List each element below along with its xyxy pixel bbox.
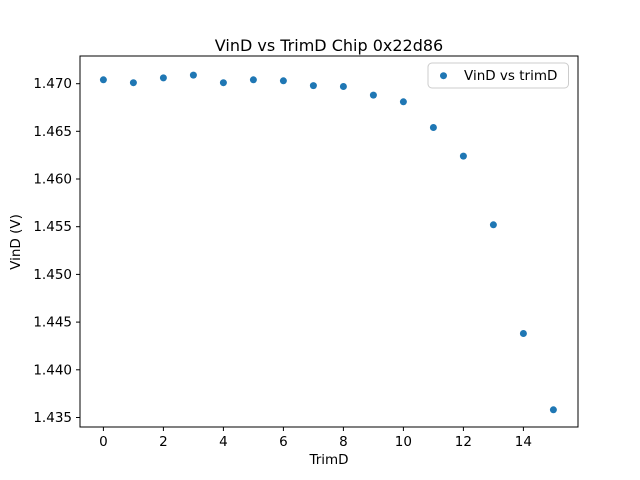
data-point <box>489 221 497 229</box>
data-point <box>189 71 197 79</box>
data-point <box>309 82 317 90</box>
y-tick-label: 1.460 <box>33 172 72 188</box>
y-tick-label: 1.470 <box>33 76 72 92</box>
x-tick-label: 12 <box>455 434 472 450</box>
y-tick-label: 1.435 <box>33 410 72 426</box>
plot-border <box>79 55 579 428</box>
x-tick-label: 6 <box>279 434 288 450</box>
legend-box <box>427 62 569 89</box>
data-point <box>519 330 527 337</box>
x-tick-label: 10 <box>395 434 412 450</box>
data-point <box>369 91 377 99</box>
x-tick-label: 2 <box>159 434 168 450</box>
data-point <box>399 98 407 106</box>
data-point <box>429 124 437 131</box>
legend-label: VinD vs trimD <box>464 68 557 84</box>
chart-title: VinD vs TrimD Chip 0x22d86 <box>215 36 443 55</box>
x-tick-label: 8 <box>339 434 348 450</box>
y-tick-label: 1.455 <box>33 219 72 235</box>
y-tick-label: 1.465 <box>33 124 72 140</box>
data-point <box>279 77 287 85</box>
data-point <box>159 74 167 82</box>
y-axis-label: VinD (V) <box>8 214 24 270</box>
x-tick-label: 0 <box>99 434 108 450</box>
data-point <box>129 79 137 87</box>
y-tick-label: 1.450 <box>33 267 72 283</box>
y-tick-label: 1.440 <box>33 362 72 378</box>
data-point <box>249 76 257 84</box>
data-point <box>549 406 557 414</box>
data-point <box>459 152 467 160</box>
x-axis-label: TrimD <box>308 452 348 468</box>
y-tick-label: 1.445 <box>33 315 72 331</box>
data-point <box>339 83 347 90</box>
x-tick-label: 14 <box>515 434 532 450</box>
legend-marker-icon <box>440 72 447 80</box>
data-point <box>219 79 227 87</box>
data-point <box>99 76 107 84</box>
x-tick-label: 4 <box>219 434 228 450</box>
